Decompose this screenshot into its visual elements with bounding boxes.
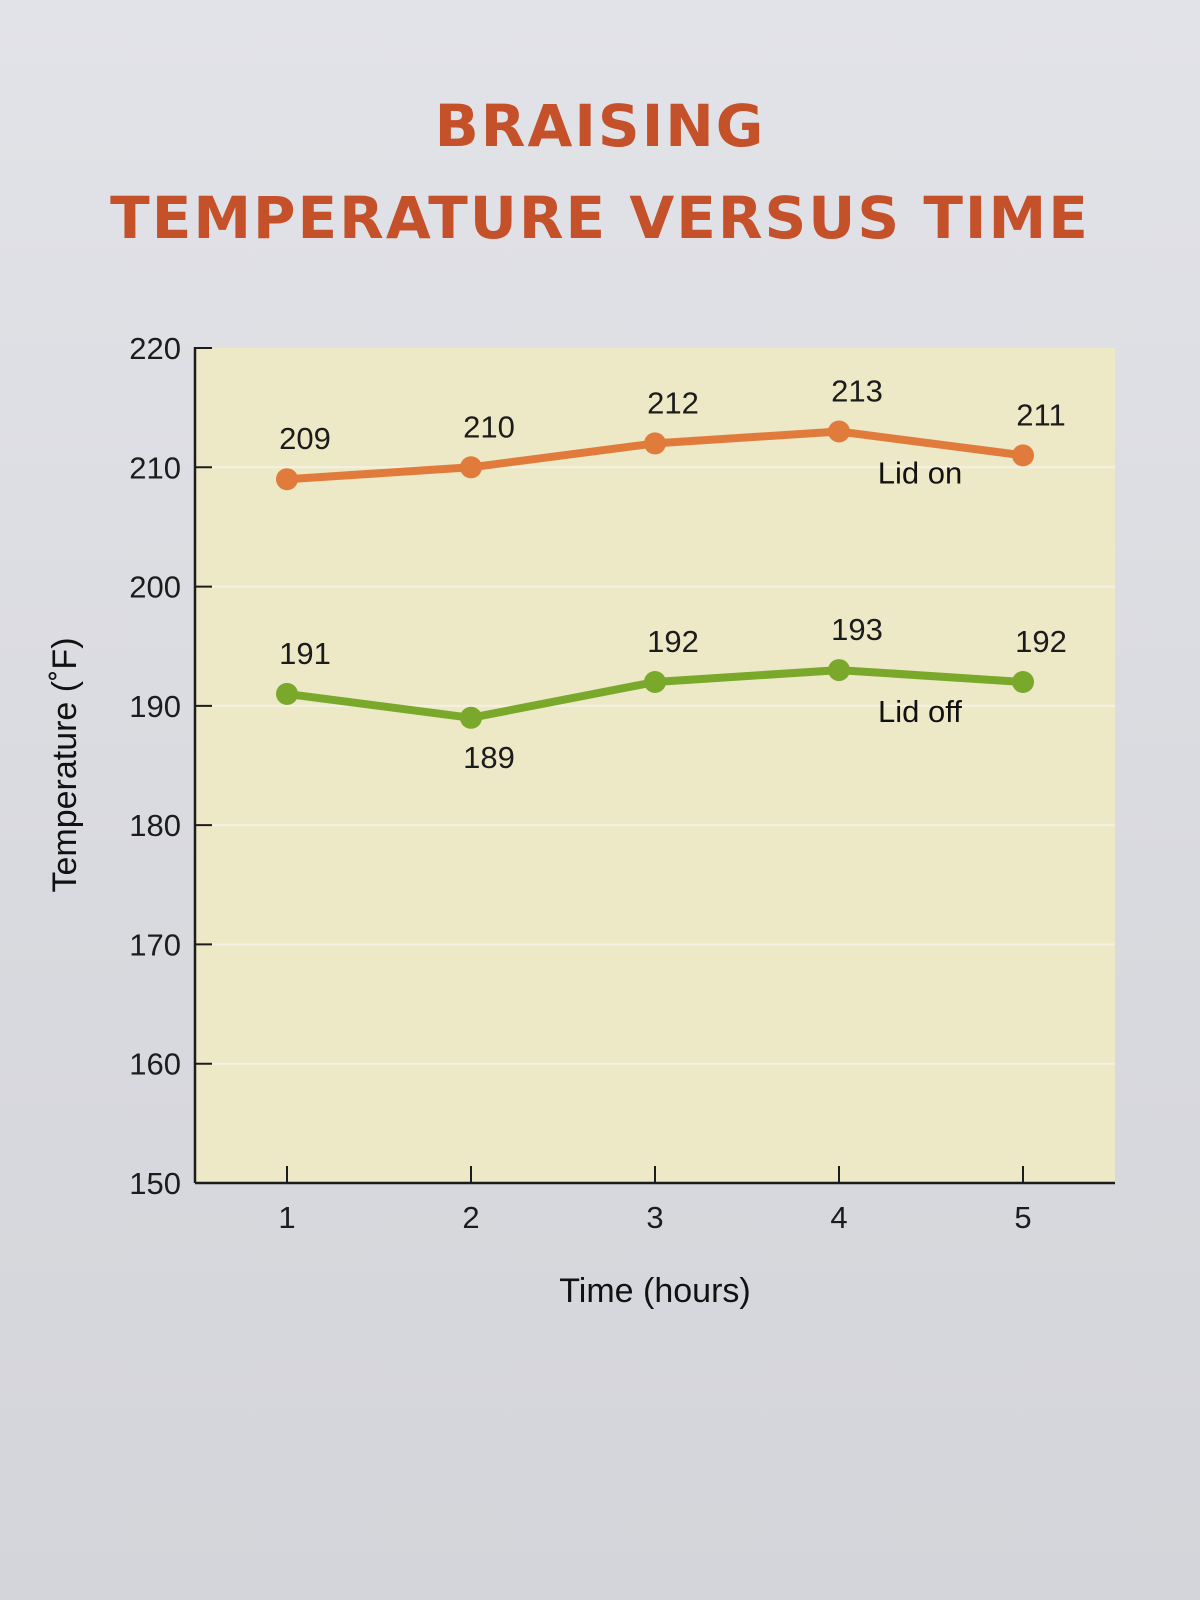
data-point [1012,444,1034,467]
data-point [644,432,666,455]
gridlines [195,466,1115,1065]
data-label: 209 [279,421,331,456]
chart-title-line-1: BRAISING [434,92,766,160]
data-label: 211 [1016,397,1065,432]
y-tick-label: 210 [129,450,181,485]
data-point [460,456,482,479]
y-tick-label: 160 [129,1047,181,1082]
data-point [1012,671,1034,693]
x-axis-title: Time (hours) [559,1272,750,1310]
x-tick-label: 2 [462,1200,479,1235]
y-tick-label: 170 [129,927,181,962]
series-name-label: Lid off [878,694,962,729]
x-axis-ticks: 1 2 3 4 5 [278,1166,1032,1235]
series-group: 209 210 212 213 211 Lid on 191 189 192 193 192 Lid … [276,374,1067,775]
y-tick-label: 220 [129,331,181,366]
data-label: 192 [647,624,699,659]
data-point [460,706,482,729]
data-point [828,659,850,682]
data-point [276,682,298,705]
y-tick-label: 180 [129,808,181,843]
data-point [828,420,850,443]
y-tick-label: 150 [129,1166,181,1201]
x-tick-label: 1 [278,1200,295,1235]
data-label: 192 [1015,624,1067,659]
series-name-label: Lid on [878,456,962,491]
data-label: 193 [831,612,883,647]
data-point [276,468,298,491]
data-label: 189 [463,740,515,775]
data-label: 191 [279,636,331,671]
y-axis-ticks: 150 160 170 180 190 200 210 220 [129,331,212,1201]
plot-area [195,348,1115,1183]
data-label: 212 [647,385,699,420]
data-point [644,671,666,693]
data-label: 210 [463,409,515,444]
x-tick-label: 5 [1014,1200,1031,1235]
chart-title-line-2: TEMPERATURE VERSUS TIME [110,184,1090,252]
x-tick-label: 4 [830,1200,847,1235]
series-lid-on: 209 210 212 213 211 Lid on [276,374,1066,491]
y-tick-label: 190 [129,689,181,724]
y-tick-label: 200 [129,570,181,605]
data-label: 213 [831,374,883,409]
x-tick-label: 3 [646,1200,663,1235]
series-lid-off: 191 189 192 193 192 Lid off [276,612,1067,775]
y-axis-title: Temperature (˚F) [46,637,84,892]
